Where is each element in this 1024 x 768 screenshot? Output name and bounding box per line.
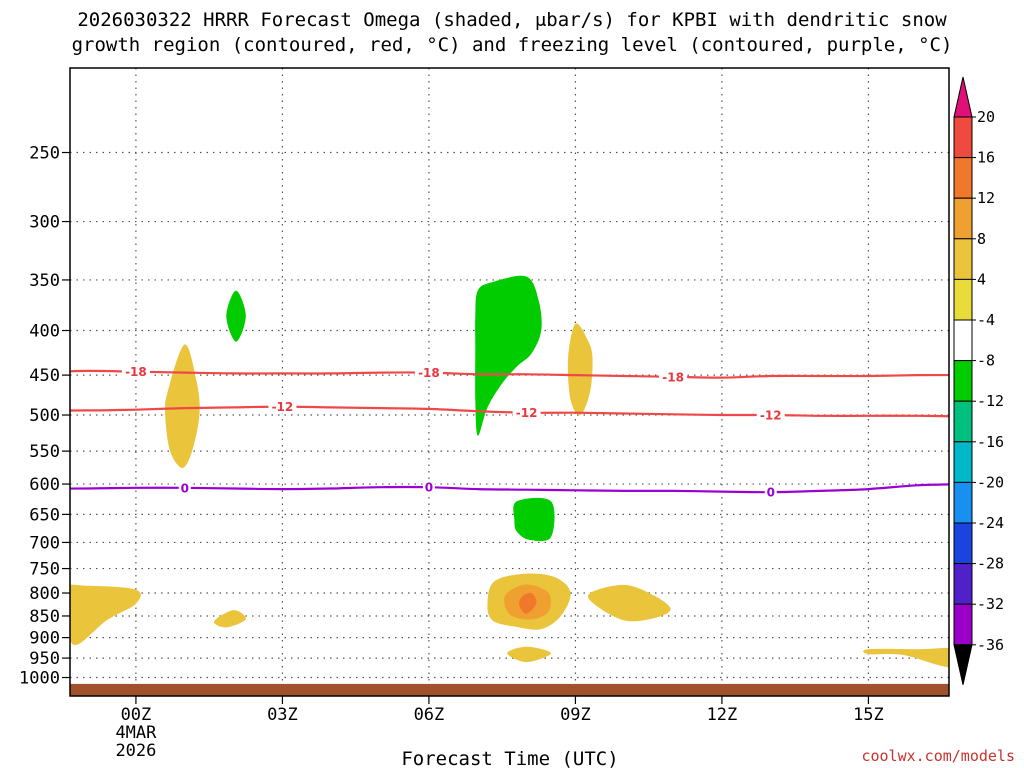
omega-green-0800z-upper [475, 275, 542, 436]
colorbar-label-7: -12 [977, 392, 1004, 410]
colorbar-label-12: -32 [977, 595, 1004, 613]
terrain-layer [70, 683, 949, 696]
colorbar-box-5 [953, 319, 973, 362]
x-tick-label-09Z: 09Z [560, 705, 591, 725]
dgz-minus-12-label-0: -12 [272, 400, 294, 414]
omega-yellow-0100z [164, 344, 200, 468]
y-tick-label-700: 700 [29, 533, 60, 553]
colorbar-label-3: 8 [977, 230, 986, 248]
colorbar-label-1: 16 [977, 149, 995, 167]
colorbar-label-2: 12 [977, 189, 995, 207]
colorbar-box-3 [953, 238, 973, 280]
dgz-minus-18-label-0: -18 [125, 365, 147, 379]
x-tick-label-15Z: 15Z [853, 705, 884, 725]
y-tick-label-600: 600 [29, 475, 60, 495]
colorbar-box-10 [953, 522, 973, 565]
y-tick-label-1000: 1000 [19, 669, 60, 689]
colorbar-box-12 [953, 603, 973, 646]
x-tick-label-12Z: 12Z [707, 705, 738, 725]
colorbar-box-1 [953, 157, 973, 199]
dgz-minus-18-label-bg-1 [414, 365, 443, 380]
omega-yellow-2300z-low [70, 584, 141, 646]
y-tick-label-300: 300 [29, 213, 60, 233]
colorbar-box-4 [953, 278, 973, 321]
y-tick-label-850: 850 [29, 607, 60, 627]
credit-text: coolwx.com/models [861, 747, 1015, 765]
dgz-minus-12-label-2: -12 [760, 409, 782, 423]
freezing-level-0-label-2: 0 [767, 486, 775, 500]
terrain-fill [70, 683, 949, 696]
freezing-level-0-label-bg-1 [422, 480, 435, 495]
omega-green-0800z-lower [513, 497, 555, 542]
omega-green-0200z [226, 290, 246, 342]
colorbar-label-11: -28 [977, 555, 1004, 573]
x-axis-title: Forecast Time (UTC) [401, 748, 618, 768]
colorbar-box-8 [953, 441, 973, 483]
x-tick-label-06Z: 06Z [414, 705, 445, 725]
colorbar: 20 16 12 8 4 -4 -8 -12 -16 -20 -24 -28 -32 -36 [953, 76, 1004, 685]
y-tick-label-400: 400 [29, 322, 60, 342]
colorbar-top-arrow [953, 76, 973, 118]
y-tick-label-950: 950 [29, 649, 60, 669]
colorbar-label-5: -4 [977, 311, 995, 329]
dgz-minus-18-line [70, 369, 949, 379]
dgz-minus-18-label-bg-0 [121, 364, 150, 379]
colorbar-label-8: -16 [977, 433, 1004, 451]
omega-yellow-0900z [567, 323, 593, 416]
contour-label-layer: -18 -18 -18 -12 -12 -12 0 0 0 [121, 364, 785, 500]
chart-title-line-2: growth region (contoured, red, °C) and f… [72, 34, 953, 56]
omega-yellow-1000z-low [587, 584, 671, 622]
omega-yellow-0200z-low [213, 610, 246, 628]
dgz-minus-18-label-2: -18 [662, 370, 684, 384]
freezing-level-0-label-1: 0 [425, 481, 433, 495]
omega-orangered-0800z-low [519, 592, 537, 614]
dgz-minus-12-label-bg-0 [268, 399, 297, 414]
omega-yellow-1500z-bottom [863, 647, 949, 668]
dgz-minus-12-line [70, 405, 949, 418]
colorbar-label-9: -20 [977, 473, 1004, 491]
y-tick-label-800: 800 [29, 584, 60, 604]
colorbar-box-6 [953, 360, 973, 402]
plot-frame [69, 67, 950, 697]
colorbar-label-4: 4 [977, 270, 986, 288]
freezing-level-0-label-bg-2 [764, 485, 777, 500]
y-axis-ticks: 2503003504004505005506006507007508008509… [19, 144, 70, 689]
y-tick-label-750: 750 [29, 560, 60, 580]
colorbar-bottom-arrow [953, 644, 973, 685]
y-tick-label-350: 350 [29, 271, 60, 291]
colorbar-box-0 [953, 116, 973, 159]
omega-shading-layer [70, 275, 949, 668]
x-tick-year-label: 2026 [115, 741, 156, 761]
x-tick-label-03Z: 03Z [267, 705, 298, 725]
y-tick-label-250: 250 [29, 144, 60, 164]
x-tick-date-label: 4MAR [115, 723, 157, 743]
y-tick-label-500: 500 [29, 406, 60, 426]
colorbar-box-9 [953, 481, 973, 524]
freezing-level-0-label-bg-0 [178, 480, 191, 495]
colorbar-box-7 [953, 400, 973, 443]
y-tick-label-650: 650 [29, 505, 60, 525]
dgz-minus-18-label-1: -18 [418, 366, 440, 380]
colorbar-box-2 [953, 197, 973, 240]
dgz-minus-18-label-bg-2 [659, 369, 688, 384]
colorbar-label-10: -24 [977, 514, 1004, 532]
y-tick-label-450: 450 [29, 366, 60, 386]
y-tick-label-550: 550 [29, 442, 60, 462]
y-tick-label-900: 900 [29, 629, 60, 649]
colorbar-label-0: 20 [977, 108, 995, 126]
colorbar-label-6: -8 [977, 352, 995, 370]
x-tick-label-00Z: 00Z [121, 705, 152, 725]
chart-title-line-1: 2026030322 HRRR Forecast Omega (shaded, … [77, 9, 947, 31]
freezing-level-0-label-0: 0 [181, 481, 189, 495]
grid-layer [70, 68, 949, 696]
dgz-minus-12-label-bg-2 [756, 408, 785, 423]
omega-yellow-0800z-bottom [507, 646, 551, 663]
colorbar-box-11 [953, 563, 973, 605]
dgz-minus-12-label-bg-1 [512, 405, 541, 420]
colorbar-label-13: -36 [977, 636, 1004, 654]
dgz-minus-12-label-1: -12 [516, 406, 538, 420]
